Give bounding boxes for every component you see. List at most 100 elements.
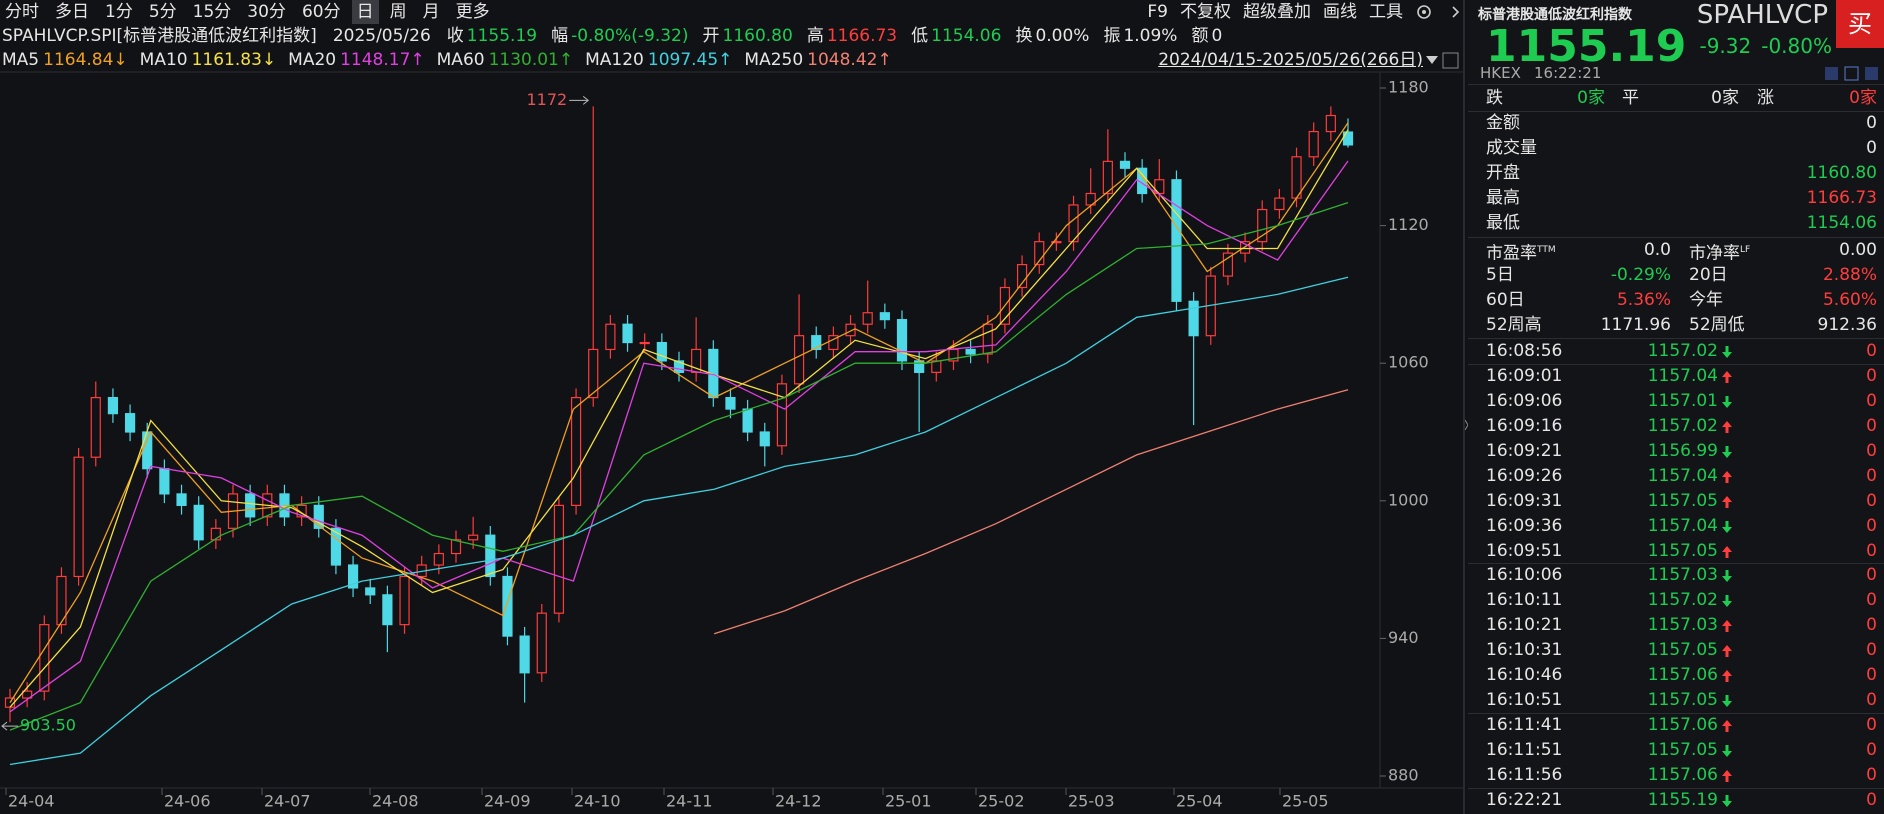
- tool-button[interactable]: 工具: [1369, 2, 1403, 22]
- candle-body: [828, 335, 839, 351]
- separator: [1468, 713, 1884, 714]
- tick-time: 16:10:31: [1486, 640, 1563, 661]
- quote-value: 0: [1211, 26, 1223, 46]
- tool-button[interactable]: F9: [1147, 2, 1168, 22]
- breadth-value: 0家: [1849, 88, 1877, 108]
- date: 2025/05/26: [332, 26, 431, 46]
- tick-time: 16:09:26: [1486, 465, 1563, 486]
- ratio-row: 60日 5.36% 今年 5.60%: [1468, 288, 1884, 313]
- tick-row: 16:22:21 1155.19 0: [1468, 788, 1884, 813]
- ratio-row: 市盈率TTM 0.0 市净率LF 0.00: [1468, 238, 1884, 264]
- candle-body: [982, 323, 993, 355]
- tick-volume: 0: [1866, 515, 1877, 536]
- y-tick-label: 1000: [1388, 490, 1429, 509]
- stat-row: 成交量 0: [1468, 136, 1884, 161]
- tick-time: 16:09:31: [1486, 490, 1563, 511]
- collapse-icon[interactable]: [1465, 418, 1468, 432]
- tick-time: 16:10:11: [1486, 590, 1563, 611]
- x-tick-label: 25-03: [1068, 792, 1115, 811]
- candle-body: [759, 431, 770, 447]
- tick-row: 16:10:06 1157.03 0: [1468, 563, 1884, 588]
- tool-button[interactable]: 超级叠加: [1243, 2, 1311, 22]
- ratio-label-text: 20日: [1689, 265, 1728, 285]
- tool-button[interactable]: 不复权: [1180, 2, 1231, 22]
- tick-price: 1157.02: [1647, 415, 1718, 436]
- candle-body: [1034, 241, 1045, 266]
- candle-body: [519, 635, 530, 674]
- tick-direction: [1722, 445, 1732, 458]
- ratio-label-text: 60日: [1486, 290, 1525, 310]
- candle-body: [176, 493, 187, 506]
- tick-price: 1157.02: [1647, 341, 1718, 361]
- tick-volume: 0: [1866, 615, 1877, 636]
- candle-body: [553, 504, 565, 614]
- quote-value: -0.80%(-9.32): [571, 26, 689, 46]
- tick-volume: 0: [1866, 415, 1877, 436]
- panel-icons[interactable]: [1824, 66, 1884, 82]
- tick-row: 16:09:51 1157.05 0: [1468, 539, 1884, 564]
- settings-icon[interactable]: [1415, 2, 1463, 22]
- period-tab[interactable]: 60分: [301, 2, 341, 22]
- period-tab[interactable]: 15分: [192, 2, 232, 22]
- stat-label: 金额: [1486, 113, 1520, 133]
- annotation-arrow: [1, 721, 8, 731]
- candle-body: [656, 341, 667, 362]
- y-tick-label: 1060: [1388, 353, 1429, 372]
- candle-body: [879, 312, 890, 321]
- candle-body: [73, 456, 84, 578]
- period-tab[interactable]: 1分: [105, 2, 133, 22]
- period-tab[interactable]: 更多: [455, 2, 490, 22]
- candle-body: [605, 323, 616, 351]
- chart: 880 940 1000 1060 1120 1180 24-04 24-06 24-07 24-…: [0, 71, 1463, 811]
- ma-name: MA20: [288, 50, 337, 70]
- tick-volume: 0: [1866, 690, 1877, 711]
- tick-row: 16:11:51 1157.05 0: [1468, 738, 1884, 763]
- period-tab[interactable]: 日: [351, 0, 379, 24]
- tick-price: 1157.05: [1647, 490, 1718, 511]
- y-tick-label: 940: [1388, 628, 1419, 647]
- candle-body: [845, 323, 856, 337]
- last-price: 1155.19: [1486, 21, 1687, 72]
- tool-button[interactable]: 画线: [1323, 2, 1357, 22]
- tick-direction: [1722, 370, 1732, 383]
- tick-direction: [1722, 545, 1732, 558]
- stat-row: 金额 0: [1468, 111, 1884, 136]
- period-tab[interactable]: 30分: [247, 2, 286, 22]
- quote-value: 0.00%: [1035, 26, 1090, 46]
- stat-row: 最高 1166.73: [1468, 186, 1884, 211]
- tick-direction: [1722, 470, 1732, 483]
- candle-body: [142, 431, 153, 470]
- ratio-label: 20日: [1689, 263, 1728, 288]
- y-tick-label: 1120: [1388, 215, 1429, 234]
- period-tab[interactable]: 月: [422, 2, 440, 22]
- buy-button[interactable]: 买: [1836, 0, 1884, 48]
- quote-label: 振: [1103, 26, 1121, 46]
- range-icons[interactable]: [1423, 50, 1463, 70]
- tick-row: 16:08:56 1157.02 0: [1468, 339, 1884, 364]
- period-tab[interactable]: 多日: [55, 2, 89, 22]
- period-tab[interactable]: 分时: [5, 2, 39, 22]
- tick-time: 16:08:56: [1486, 341, 1563, 361]
- date-range[interactable]: 2024/04/15-2025/05/26(266日): [1158, 50, 1423, 70]
- breadth-label: 跌: [1486, 88, 1503, 108]
- tick-time: 16:10:06: [1486, 565, 1563, 586]
- toolbar: 分时 多日 1分 5分 15分 30分 60分日周月更多 F9 不复权 超级叠加 画线 工具: [0, 0, 1463, 24]
- tick-time: 16:11:51: [1486, 740, 1563, 761]
- period-tab[interactable]: 5分: [148, 2, 177, 22]
- period-tab[interactable]: 周: [389, 2, 407, 22]
- tick-time: 16:11:41: [1486, 715, 1563, 736]
- tick-price: 1157.03: [1647, 565, 1718, 586]
- tick-time: 16:10:21: [1486, 615, 1563, 636]
- tick-direction: [1722, 595, 1732, 608]
- candle-body: [639, 341, 650, 345]
- tick-price: 1157.06: [1647, 715, 1718, 736]
- tick-price: 1157.05: [1647, 690, 1718, 711]
- tick-price: 1157.02: [1647, 590, 1718, 611]
- candle-body: [622, 323, 633, 344]
- security-name: SPAHLVCP.SPI[标普港股通低波红利指数]: [2, 26, 317, 46]
- candle-body: [22, 690, 33, 699]
- tick-volume: 0: [1866, 565, 1877, 586]
- ma-name: MA120: [585, 50, 644, 70]
- ratio-label-text: 5日: [1486, 265, 1514, 285]
